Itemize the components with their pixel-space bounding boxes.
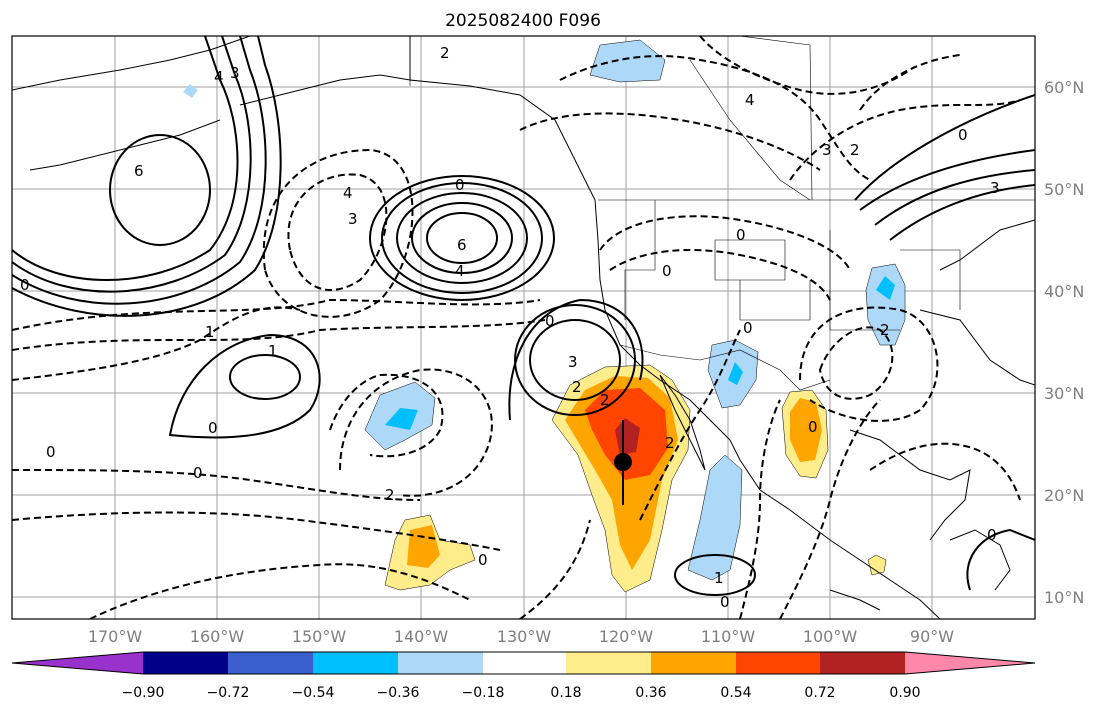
- shading-negative: [183, 39, 906, 581]
- colorbar-extend-min: [12, 652, 143, 674]
- colorbar-tick-label: −0.72: [207, 685, 250, 701]
- colorbar-ticks: −0.90 −0.72 −0.54 −0.36 −0.18 0.18 0.36 …: [122, 685, 921, 701]
- lat-label: 40°N: [1044, 282, 1084, 301]
- latitude-labels: 60°N 50°N 40°N 30°N 20°N 10°N: [1044, 78, 1084, 607]
- lon-label: 100°W: [803, 627, 858, 646]
- lon-label: 130°W: [497, 627, 552, 646]
- contour-label: 4: [455, 262, 465, 280]
- lon-label: 90°W: [910, 627, 954, 646]
- contour-label: 0: [455, 176, 465, 194]
- figure-title: 2025082400 F096: [445, 11, 601, 31]
- colorbar-segment: [398, 652, 483, 674]
- colorbar-tick-label: −0.54: [292, 685, 335, 701]
- contour-label: 0: [545, 312, 555, 330]
- storm-center-marker: [614, 420, 632, 505]
- contour-label: 4: [745, 91, 755, 109]
- contour-label-set: 6 6 4 4 4 4 3 3 3 3 2 2 2 2 2 2 1 1 1 0 …: [20, 44, 1000, 611]
- contour-label: 2: [850, 141, 860, 159]
- coastlines: [12, 36, 1035, 619]
- contour-label: 2: [440, 44, 450, 62]
- colorbar-segment: [313, 652, 398, 674]
- colorbar-segment: [566, 652, 651, 674]
- colorbar-segment: [228, 652, 313, 674]
- lat-label: 60°N: [1044, 78, 1084, 97]
- colorbar-tick-label: −0.90: [122, 685, 165, 701]
- lat-label: 30°N: [1044, 384, 1084, 403]
- map-frame: [11, 35, 1036, 620]
- colorbar-extend-max: [905, 652, 1035, 674]
- borders: [409, 36, 1035, 391]
- lon-label: 110°W: [701, 627, 756, 646]
- contours-negative: [12, 36, 1021, 619]
- contour-label: 0: [478, 551, 488, 569]
- colorbar-tick-label: 0.72: [804, 685, 835, 701]
- contour-label: 6: [457, 236, 467, 254]
- lat-label: 10°N: [1044, 588, 1084, 607]
- contour-label: 0: [208, 419, 218, 437]
- contour-label: 2: [665, 434, 675, 452]
- contour-label: 2: [880, 321, 890, 339]
- contour-label: 0: [193, 464, 203, 482]
- contours-positive: [12, 36, 1035, 596]
- contour-label: 0: [20, 276, 30, 294]
- contour-label: 0: [987, 526, 997, 544]
- colorbar-tick-label: −0.36: [377, 685, 420, 701]
- colorbar-segment: [736, 652, 820, 674]
- lon-label: 120°W: [599, 627, 654, 646]
- lon-label: 170°W: [88, 627, 143, 646]
- colorbar-tick-label: 0.36: [635, 685, 666, 701]
- shading-positive: [384, 364, 887, 593]
- colorbar-segment: [651, 652, 736, 674]
- contour-label: 1: [268, 342, 278, 360]
- contour-label: 2: [572, 378, 582, 396]
- contour-label: 0: [958, 126, 968, 144]
- contour-label: 0: [808, 418, 818, 436]
- colorbar: −0.90 −0.72 −0.54 −0.36 −0.18 0.18 0.36 …: [11, 651, 1036, 701]
- contour-label: 3: [568, 353, 578, 371]
- map-area: 6 6 4 4 4 4 3 3 3 3 2 2 2 2 2 2 1 1 1 0 …: [12, 36, 1035, 619]
- lat-label: 20°N: [1044, 486, 1084, 505]
- colorbar-tick-label: 0.54: [720, 685, 751, 701]
- contour-label: 0: [743, 319, 753, 337]
- colorbar-segment: [143, 652, 228, 674]
- colorbar-segment: [483, 652, 566, 674]
- contour-label: 2: [600, 391, 610, 409]
- lon-label: 140°W: [394, 627, 449, 646]
- lon-label: 160°W: [190, 627, 245, 646]
- contour-label: 3: [990, 179, 1000, 197]
- colorbar-tick-label: 0.90: [889, 685, 920, 701]
- longitude-labels: 170°W 160°W 150°W 140°W 130°W 120°W 110°…: [88, 627, 954, 646]
- colorbar-outline: [11, 651, 1036, 675]
- contour-label: 3: [348, 210, 358, 228]
- colorbar-tick-label: 0.18: [550, 685, 581, 701]
- contour-label: 0: [736, 226, 746, 244]
- colorbar-segment: [820, 652, 905, 674]
- contour-label: 0: [662, 262, 672, 280]
- contour-label: 1: [205, 323, 215, 341]
- contour-label: 3: [230, 64, 240, 82]
- colorbar-tick-label: −0.18: [462, 685, 505, 701]
- contour-label: 1: [714, 569, 724, 587]
- contour-label: 0: [720, 593, 730, 611]
- lon-label: 150°W: [292, 627, 347, 646]
- contour-label: 6: [134, 162, 144, 180]
- contour-label: 4: [214, 68, 224, 86]
- contour-label: 4: [343, 184, 353, 202]
- contour-label: 2: [385, 486, 395, 504]
- contour-label: 3: [822, 141, 832, 159]
- lat-label: 50°N: [1044, 180, 1084, 199]
- contour-label: 0: [46, 443, 56, 461]
